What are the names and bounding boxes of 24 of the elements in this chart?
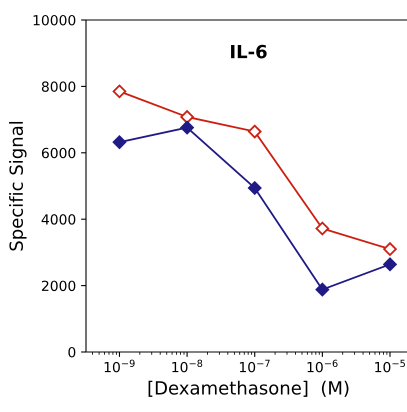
y-tick-label: 4000 (42, 214, 76, 225)
point (180, 110, 194, 124)
x-tick-label: 10$^{−8}$ (172, 360, 202, 372)
x-tick-label: 10$^{−6}$ (308, 360, 338, 372)
point (316, 222, 330, 236)
point (383, 242, 397, 256)
point (248, 124, 262, 138)
y-axis-title: Specific Signal (9, 122, 27, 251)
point (383, 258, 397, 272)
x-tick-label: 10$^{−9}$ (104, 360, 135, 372)
x-tick-label: 10$^{−7}$ (240, 360, 270, 372)
point (316, 282, 330, 296)
x-tick-label: 10$^{−5}$ (375, 360, 405, 372)
y-tick-label: 8000 (42, 81, 76, 92)
x-axis-title: [Dexamethasone] (M) (148, 380, 348, 397)
point (248, 181, 262, 195)
text: IL-6 (231, 44, 267, 58)
y-tick-label: 0 (68, 346, 76, 358)
point (112, 135, 126, 149)
y-tick-label: 2000 (42, 280, 76, 292)
point (112, 84, 126, 98)
y-tick-label: 10000 (34, 14, 76, 26)
point (180, 120, 194, 134)
y-tick-label: 6000 (42, 148, 76, 158)
